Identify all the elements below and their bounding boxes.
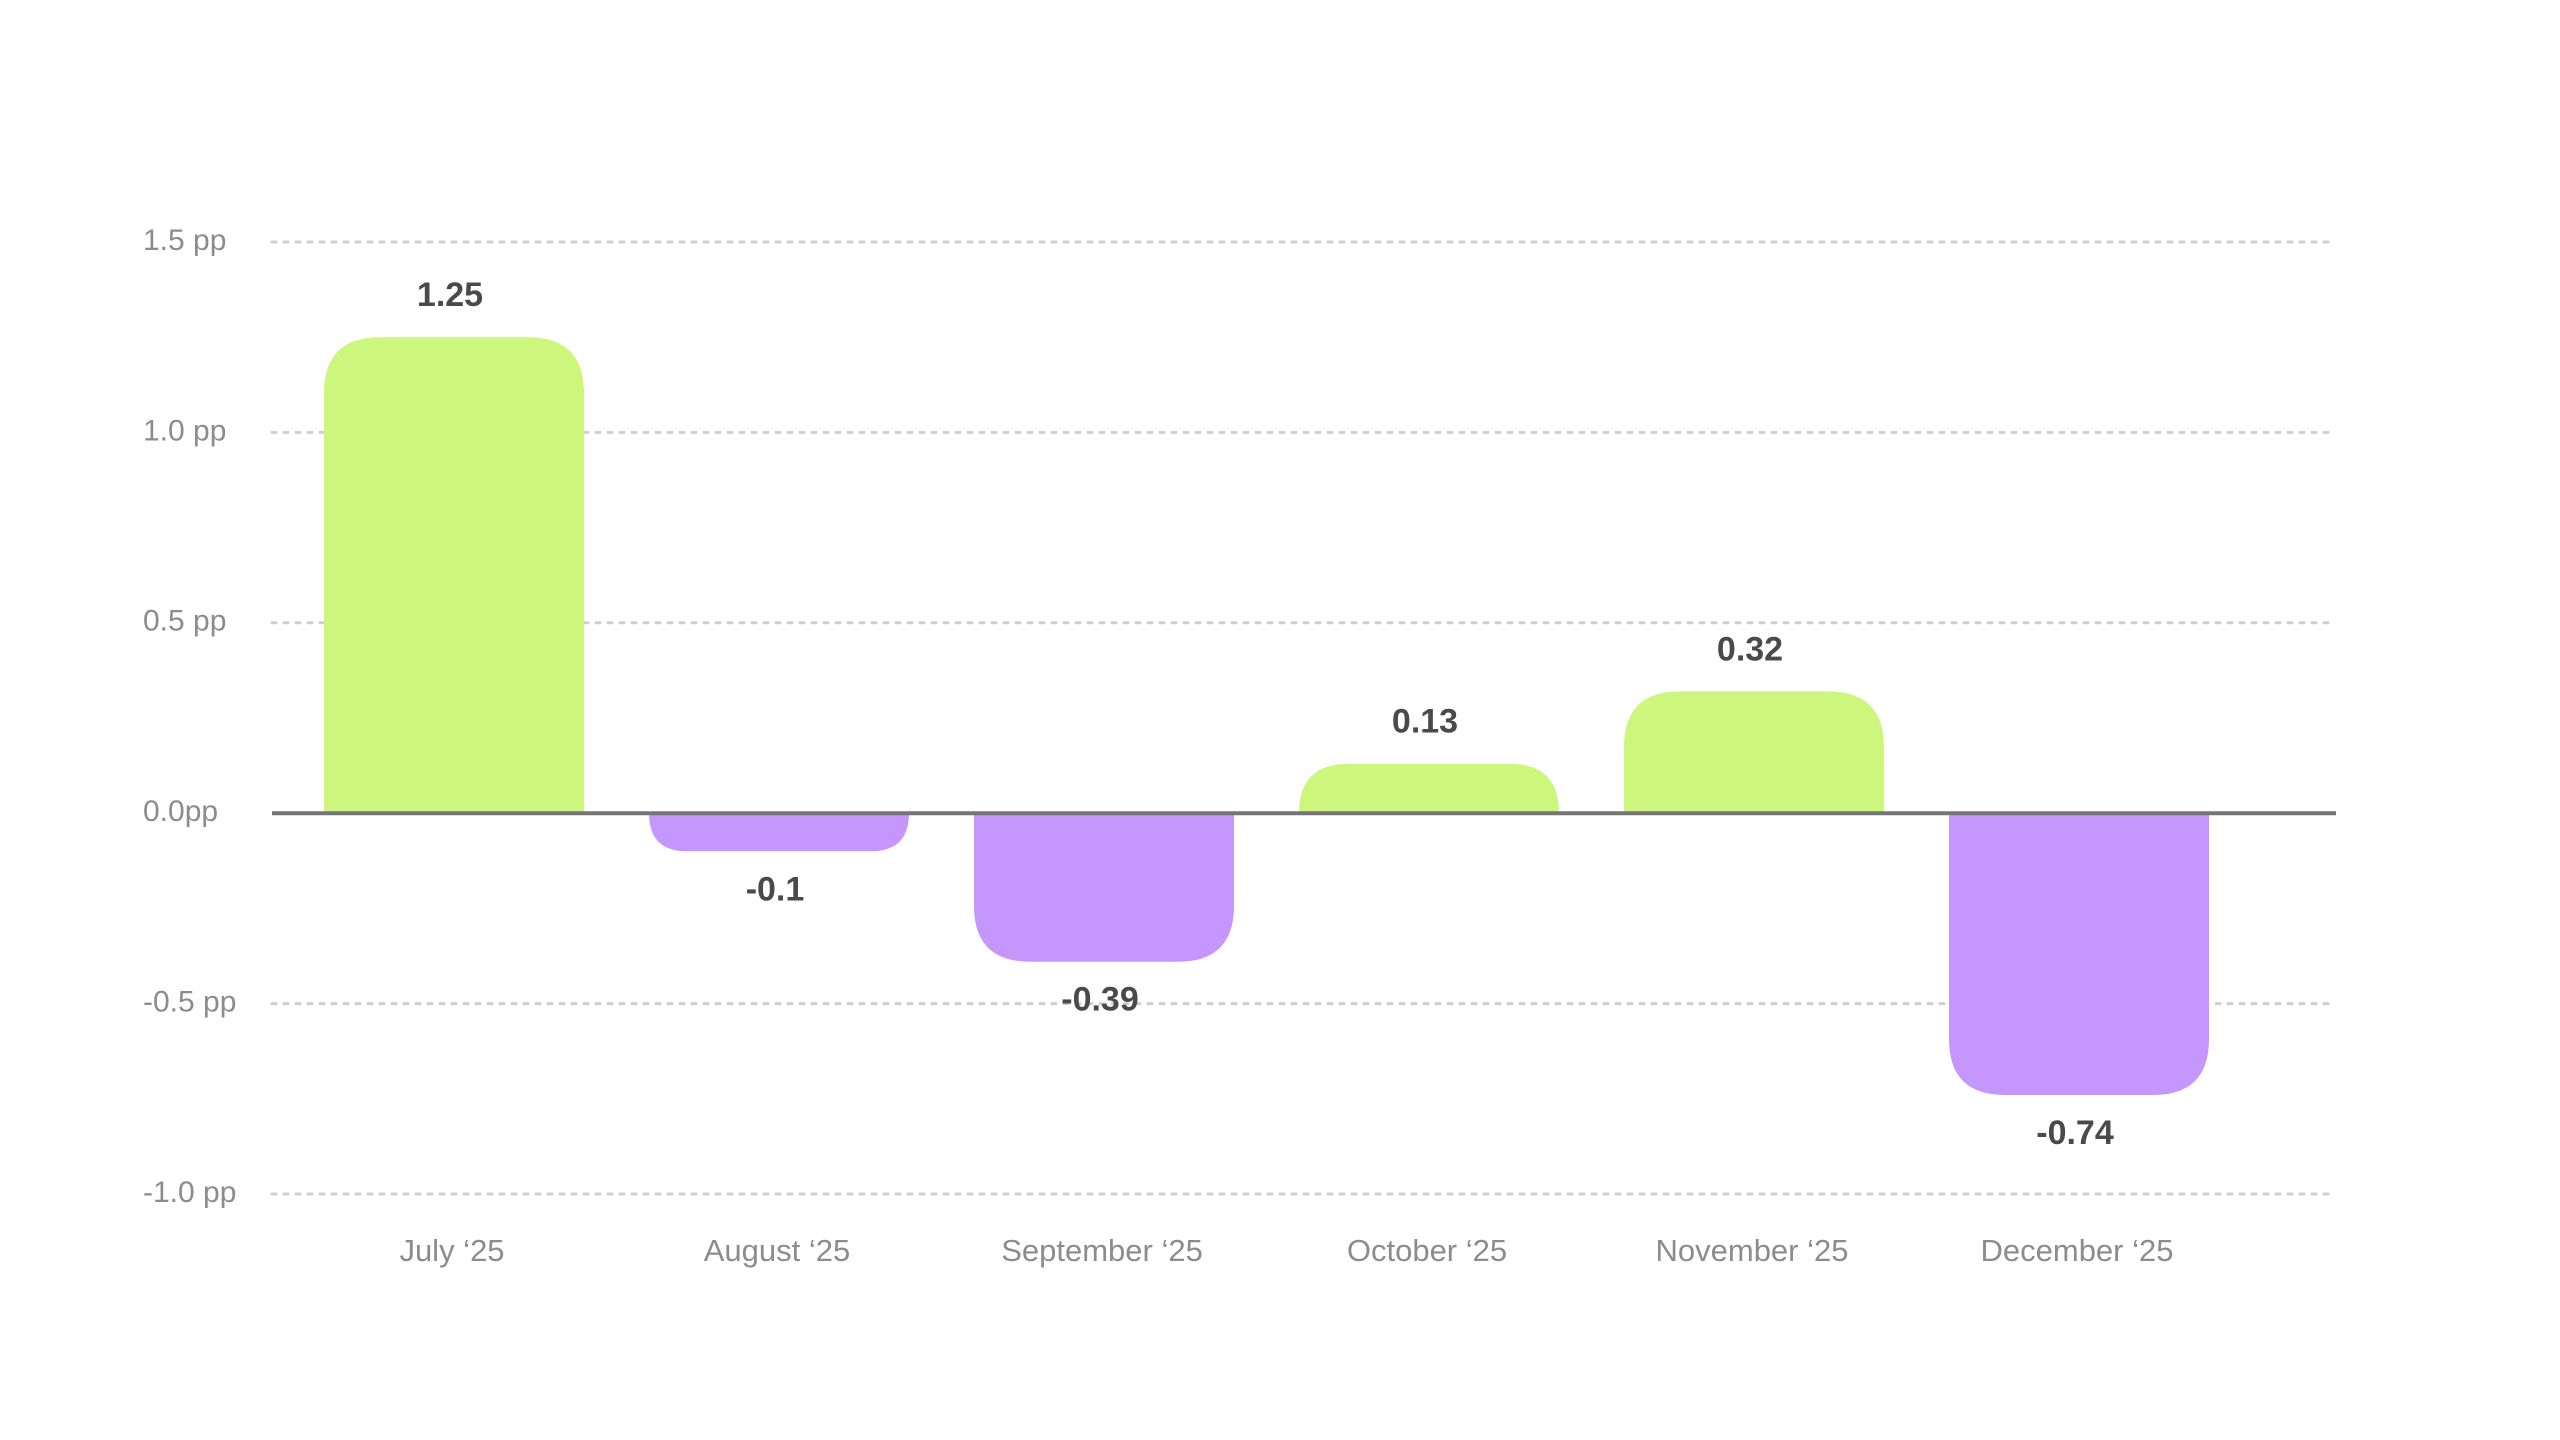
x-tick-label: August ‘25 (704, 1233, 851, 1268)
y-tick-label: 0.5 pp (143, 605, 226, 638)
data-labels: 1.25 -0.1 -0.39 0.13 0.32 -0.74 (417, 276, 2114, 1152)
y-tick-label: -1.0 pp (143, 1176, 236, 1209)
x-tick-label: December ‘25 (1981, 1233, 2174, 1268)
data-label: -0.39 (1061, 981, 1139, 1019)
data-label: 0.13 (1392, 703, 1458, 741)
bar (974, 813, 1234, 962)
data-label: -0.1 (746, 870, 805, 908)
data-label: -0.74 (2036, 1114, 2114, 1152)
x-tick-label: October ‘25 (1347, 1233, 1507, 1268)
bar (649, 813, 909, 852)
bar (1624, 691, 1884, 814)
bar (324, 337, 584, 814)
y-tick-label: -0.5 pp (143, 986, 236, 1019)
bar (1949, 813, 2209, 1095)
y-tick-label: 1.5 pp (143, 224, 226, 257)
data-label: 0.32 (1717, 630, 1783, 668)
y-axis-ticks: 1.5 pp 1.0 pp 0.5 pp 0.0pp -0.5 pp -1.0 pp (143, 224, 236, 1209)
bars (324, 337, 2209, 1095)
x-axis-ticks: July ‘25 August ‘25 September ‘25 October ‘… (399, 1233, 2173, 1268)
bar (1299, 763, 1559, 814)
data-label: 1.25 (417, 276, 483, 314)
y-tick-label: 0.0pp (143, 795, 218, 828)
x-tick-label: July ‘25 (399, 1233, 504, 1268)
x-tick-label: November ‘25 (1656, 1233, 1849, 1268)
x-tick-label: September ‘25 (1001, 1233, 1203, 1268)
y-tick-label: 1.0 pp (143, 414, 226, 447)
